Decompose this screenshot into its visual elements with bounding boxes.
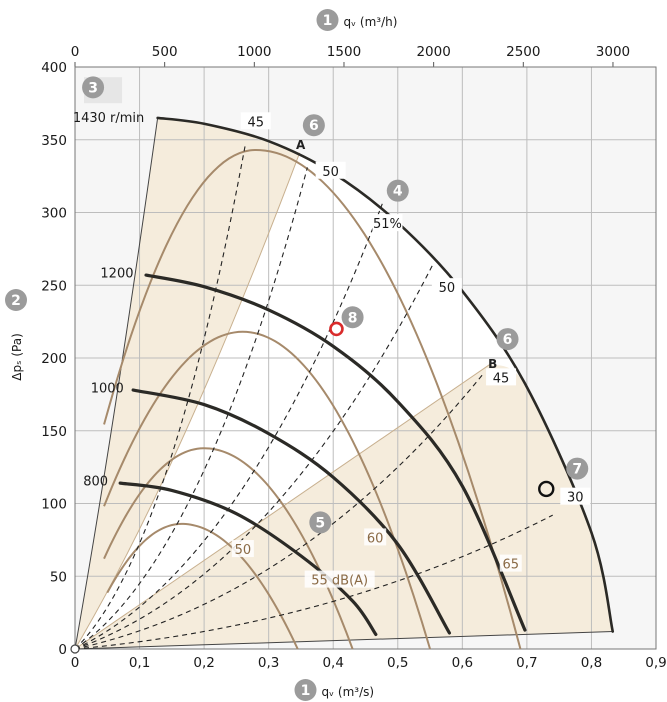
noise-label-bg (364, 528, 387, 546)
top-axis-title: qᵥ (m³/h) (344, 15, 398, 29)
marker-8-number: 8 (348, 310, 358, 326)
y-tick-label: 50 (50, 569, 67, 585)
marker-top-axis (316, 9, 339, 31)
x-tick-label: 0,9 (645, 655, 666, 671)
x-tick-label: 0,2 (193, 655, 214, 671)
marker-y-axis-number: 2 (11, 293, 21, 309)
marker-6 (302, 114, 325, 137)
x-top-tick-label: 1000 (237, 44, 271, 60)
marker-y-axis (5, 289, 27, 311)
bottom-axis-title: qᵥ (m³/s) (322, 685, 375, 699)
x-tick-label: 0,3 (258, 655, 279, 671)
marker-3 (82, 76, 105, 99)
envelope-bottom-edge (74, 631, 613, 650)
y-tick-label: 250 (41, 278, 67, 294)
speed-curve-label: 1200 (100, 267, 133, 282)
efficiency-line (74, 514, 553, 650)
labels: 0 0,1 0,2 0,3 0,4 0,5 0,6 0,7 0,8 0,90 500 1000 1500… (5, 9, 667, 701)
noise-label: 50 (235, 543, 252, 558)
origin-marker (70, 644, 80, 654)
operating-point-black (538, 480, 555, 498)
marker-4-number: 4 (393, 184, 403, 200)
noise-label-bg (231, 540, 254, 558)
efficiency-label-bg (372, 214, 403, 232)
speed-curve-label: 1000 (91, 382, 124, 397)
efficiency-label: 51% (373, 217, 402, 232)
speed-curve (131, 388, 452, 635)
marker-6-number: 6 (503, 332, 513, 348)
x-tick-label: 0,5 (387, 655, 408, 671)
efficiency-label: 50 (322, 165, 339, 180)
x-tick-label: 0 (71, 655, 80, 671)
efficiency-line (74, 203, 383, 650)
noise-label-bg (304, 570, 375, 588)
marker-5-number: 5 (315, 515, 325, 531)
efficiency-label-bg (486, 368, 517, 386)
x-top-tick-label: 2000 (416, 44, 450, 60)
operating-point-red (329, 321, 344, 337)
point-A-label: A (296, 138, 306, 152)
marker-top-axis-number: 1 (323, 13, 333, 29)
efficiency-line (74, 372, 485, 650)
efficiency-label: 30 (567, 491, 584, 506)
noise-label: 65 (502, 558, 519, 573)
noise-label: 60 (367, 531, 384, 546)
noise-label: 55 dB(A) (311, 574, 368, 589)
efficiency-label-bg (431, 278, 462, 296)
right-shaded-region (75, 363, 613, 649)
left-shaded-region (75, 117, 300, 650)
x-top-tick-label: 3000 (596, 44, 630, 60)
x-tick-label: 0,6 (452, 655, 473, 671)
noise-curve (106, 522, 299, 650)
x-top-tick-label: 0 (71, 44, 80, 60)
y-tick-label: 200 (41, 351, 67, 367)
speed-curve-label: 1430 r/min (73, 111, 144, 126)
efficiency-label: 50 (439, 281, 456, 296)
y-tick-label: 150 (41, 424, 67, 440)
noise-curve (103, 148, 522, 650)
efficiency-line (74, 264, 434, 650)
efficiency-label: 45 (247, 115, 264, 130)
marker-7 (566, 457, 589, 480)
y-tick-label: 350 (41, 133, 67, 149)
y-tick-label: 100 (41, 497, 67, 513)
efficiency-label: 45 (493, 371, 510, 386)
x-top-tick-label: 2500 (506, 44, 540, 60)
marker-6-number: 6 (309, 118, 319, 134)
speed-curve (156, 116, 615, 633)
marker-8 (341, 306, 364, 329)
marker-bottom-axis (294, 679, 317, 701)
efficiency-label-bg (560, 487, 591, 505)
y-tick-label: 300 (41, 206, 67, 222)
efficiency-label-bg (240, 112, 271, 130)
plot-frame (74, 66, 657, 650)
x-top-tick-label: 1500 (327, 44, 361, 60)
x-top-tick-label: 500 (152, 44, 178, 60)
efficiency-label-bg (315, 161, 346, 179)
plot-area (70, 62, 657, 654)
y-tick-label: 400 (41, 60, 67, 76)
marker-5 (309, 511, 332, 534)
marker-bottom-axis-number: 1 (301, 683, 311, 699)
efficiency-line (74, 144, 246, 650)
x-tick-label: 0,1 (129, 655, 150, 671)
envelope-left-edge (74, 117, 159, 650)
speed-curve (118, 481, 378, 637)
speed-curve-label: 800 (83, 475, 108, 490)
marker-6 (496, 328, 519, 351)
efficiency-line (74, 167, 308, 650)
marker-4 (386, 179, 409, 202)
point-B-label: B (488, 357, 497, 371)
x-tick-label: 0,7 (516, 655, 537, 671)
x-tick-label: 0,4 (322, 655, 343, 671)
x-tick-label: 0,8 (581, 655, 602, 671)
marker-7-number: 7 (572, 462, 582, 478)
y-tick-label: 0 (58, 642, 67, 658)
y-axis-title: Δpₛ (Pa) (10, 333, 24, 381)
boundary-line-A (74, 152, 301, 650)
noise-label-bg (499, 554, 522, 572)
marker-3-number: 3 (88, 80, 98, 96)
speed-curve (144, 273, 527, 632)
